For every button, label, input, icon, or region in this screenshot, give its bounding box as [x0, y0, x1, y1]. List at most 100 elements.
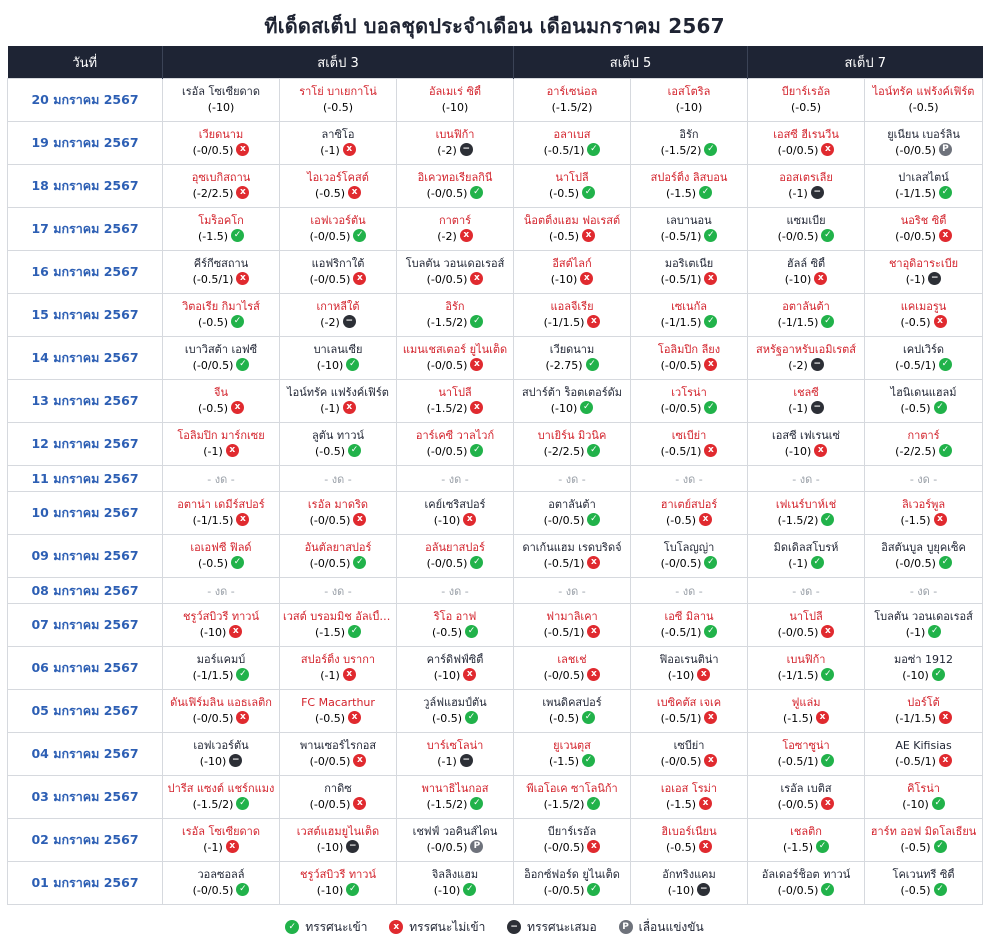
pick-cell: ไอเวอร์โคสต์ (-0.5) x: [279, 164, 397, 208]
team-name: อิรัก: [679, 127, 699, 141]
handicap: (-0/0.5): [309, 229, 351, 243]
handicap-row: (-1.5) ✓: [164, 228, 279, 246]
handicap: (-2): [437, 143, 457, 157]
handicap: (-10): [667, 883, 695, 897]
pick-cell: อาร์เซน่อล (-1.5/2): [513, 78, 632, 122]
team-name: เวียดนาม: [549, 342, 595, 356]
handicap: (-0.5): [900, 883, 931, 897]
handicap: (-0/0.5): [192, 711, 234, 725]
cross-icon: x: [704, 754, 718, 767]
cross-icon: x: [470, 272, 484, 285]
cross-icon: x: [938, 229, 952, 242]
handicap-row: (-1/1.5) x: [164, 512, 279, 530]
pick-cell: เอซี มิลาน (-0.5/1) ✓: [630, 603, 749, 647]
handicap-row: (-1/1.5) x: [866, 710, 982, 728]
handicap-row: (-1.5/2) x: [398, 400, 513, 418]
pick-cell: ปาเลสไตน์ (-1/1.5) ✓: [864, 164, 984, 208]
handicap: (-0.5/1): [895, 358, 936, 372]
handicap: (-0/0.5): [309, 556, 351, 570]
handicap-row: (-10) ✓: [515, 400, 630, 418]
team-name: แอลจีเรีย: [550, 299, 594, 313]
pick-cell: เชลซี (-1) −: [747, 379, 866, 423]
pick-cell: ออสเตรเลีย (-1) −: [747, 164, 866, 208]
cross-icon: x: [704, 444, 718, 457]
pick-cell: เบาวิสต้า เอฟซี (-0/0.5) ✓: [162, 336, 280, 380]
pick-cell: โอซาซูน่า (-0.5/1) ✓: [747, 732, 866, 776]
team-name: เบาวิสต้า เอฟซี: [184, 342, 258, 356]
handicap-row: (-1.5/2) ✓: [398, 796, 513, 814]
pick-cell: โอลิมปิก มาร์กเซย (-1) x: [162, 422, 280, 466]
pick-cell: เรอัล มาดริด (-0/0.5) x: [279, 491, 397, 535]
check-icon: ✓: [582, 711, 596, 724]
handicap-row: (-1.5/2) ✓: [398, 314, 513, 332]
handicap-row: (-1) −: [398, 753, 513, 771]
handicap: (-1): [320, 668, 340, 682]
row-date: 01 มกราคม 2567: [7, 861, 163, 905]
handicap-row: (-1) x: [281, 667, 396, 685]
team-name: อลาเบส: [553, 127, 591, 141]
handicap-row: (-1.5) ✓: [515, 753, 630, 771]
pick-cell: เวสต์แฮมยูไนเต็ด (-10) −: [279, 818, 397, 862]
handicap-row: (-0/0.5) x: [632, 357, 747, 375]
handicap: (-1): [437, 754, 457, 768]
table-row: 01 มกราคม 2567 วอลซอลล์ (-0/0.5) ✓ ชรูว์สบิว…: [7, 861, 984, 905]
pick-cell: บาเลนเซีย (-10) ✓: [279, 336, 397, 380]
team-name: น็อตติ้งแฮม ฟอเรสต์: [523, 213, 621, 227]
handicap-row: (-0/0.5) x: [515, 667, 630, 685]
pick-cell: อิรัก (-1.5/2) ✓: [630, 121, 749, 165]
pick-cell: โคเวนทรี ซิตี้ (-0.5) ✓: [864, 861, 984, 905]
handicap-row: (-10) x: [398, 667, 513, 685]
table-row: 09 มกราคม 2567 เอเอฟซี ฟิลด์ (-0.5) ✓ อันตัล…: [7, 534, 984, 578]
pick-cell: เรอัล โซเซียดาด (-10): [162, 78, 280, 122]
table-row: 20 มกราคม 2567 เรอัล โซเซียดาด (-10) ราโย่ …: [7, 78, 984, 122]
table-row: 06 มกราคม 2567 มอร์แคมบ์ (-1/1.5) ✓ สปอร์ติ้…: [7, 646, 984, 690]
no-game-cell: - งด -: [279, 577, 397, 604]
row-date: 06 มกราคม 2567: [7, 646, 163, 690]
handicap-row: (-2/2.5) x: [164, 185, 279, 203]
handicap-row: (-0/0.5) x: [281, 796, 396, 814]
team-name: ไอน์ทรัค แฟร้งค์เฟิร์ต: [287, 385, 389, 399]
handicap-row: (-1.5) x: [749, 710, 864, 728]
postponed-icon: P: [618, 919, 633, 934]
handicap-row: (-0.5) x: [164, 400, 279, 418]
handicap-row: (-10) −: [632, 882, 747, 900]
pick-cell: กาตาร์ (-2) x: [395, 207, 515, 251]
check-icon: ✓: [704, 143, 718, 156]
cross-icon: x: [933, 315, 947, 328]
team-name: อัลเดอร์ช็อต ทาวน์: [761, 867, 851, 881]
pick-cell: เซเบีย่า (-0.5/1) x: [630, 422, 749, 466]
handicap-row: (-0/0.5) P: [398, 839, 513, 857]
cross-icon: x: [938, 754, 952, 767]
handicap-row: (-10) ✓: [866, 667, 982, 685]
cross-icon: x: [814, 272, 828, 285]
postponed-icon: P: [470, 840, 484, 853]
cross-icon: x: [389, 919, 404, 934]
header-step-7: สเต็ป 7: [747, 46, 983, 79]
team-name: ปาเลสไตน์: [898, 170, 949, 184]
pick-cell: พานาธิไนกอส (-1.5/2) ✓: [395, 775, 515, 819]
pick-cell: เกาหลีใต้ (-2) −: [279, 293, 397, 337]
team-name: เคย์เซริสปอร์: [424, 497, 486, 511]
no-game-cell: - งด -: [864, 577, 984, 604]
team-name: โมร็อคโก: [198, 213, 244, 227]
row-date: 17 มกราคม 2567: [7, 207, 163, 251]
team-name: พานาธิไนกอส: [421, 781, 489, 795]
handicap-row: (-0/0.5) ✓: [398, 555, 513, 573]
handicap: (-10): [316, 883, 344, 897]
pick-cell: อีสต์ไลก์ (-10) x: [513, 250, 632, 294]
team-name: อัลเมเร่ ซิตี้: [428, 84, 482, 98]
minus-icon: −: [459, 143, 473, 156]
handicap-row: (-10) ✓: [398, 882, 513, 900]
pick-cell: เฟเนร์บาห์เช่ (-1.5/2) ✓: [747, 491, 866, 535]
handicap-row: (-0.5/1) ✓: [866, 357, 982, 375]
check-icon: ✓: [585, 358, 599, 371]
handicap-row: (-0/0.5) x: [164, 710, 279, 728]
handicap: (-0/0.5): [660, 556, 702, 570]
team-name: สปอร์ติ้ง ลิสบอน: [650, 170, 728, 184]
team-name: กาดิซ: [324, 781, 352, 795]
check-icon: ✓: [582, 754, 596, 767]
team-name: วอลซอลล์: [197, 867, 245, 881]
cross-icon: x: [704, 711, 718, 724]
page-title: ทีเด็ดสเต็ป บอลชุดประจำเดือน เดือนมกราคม…: [264, 14, 725, 38]
handicap: (-1): [788, 401, 808, 415]
